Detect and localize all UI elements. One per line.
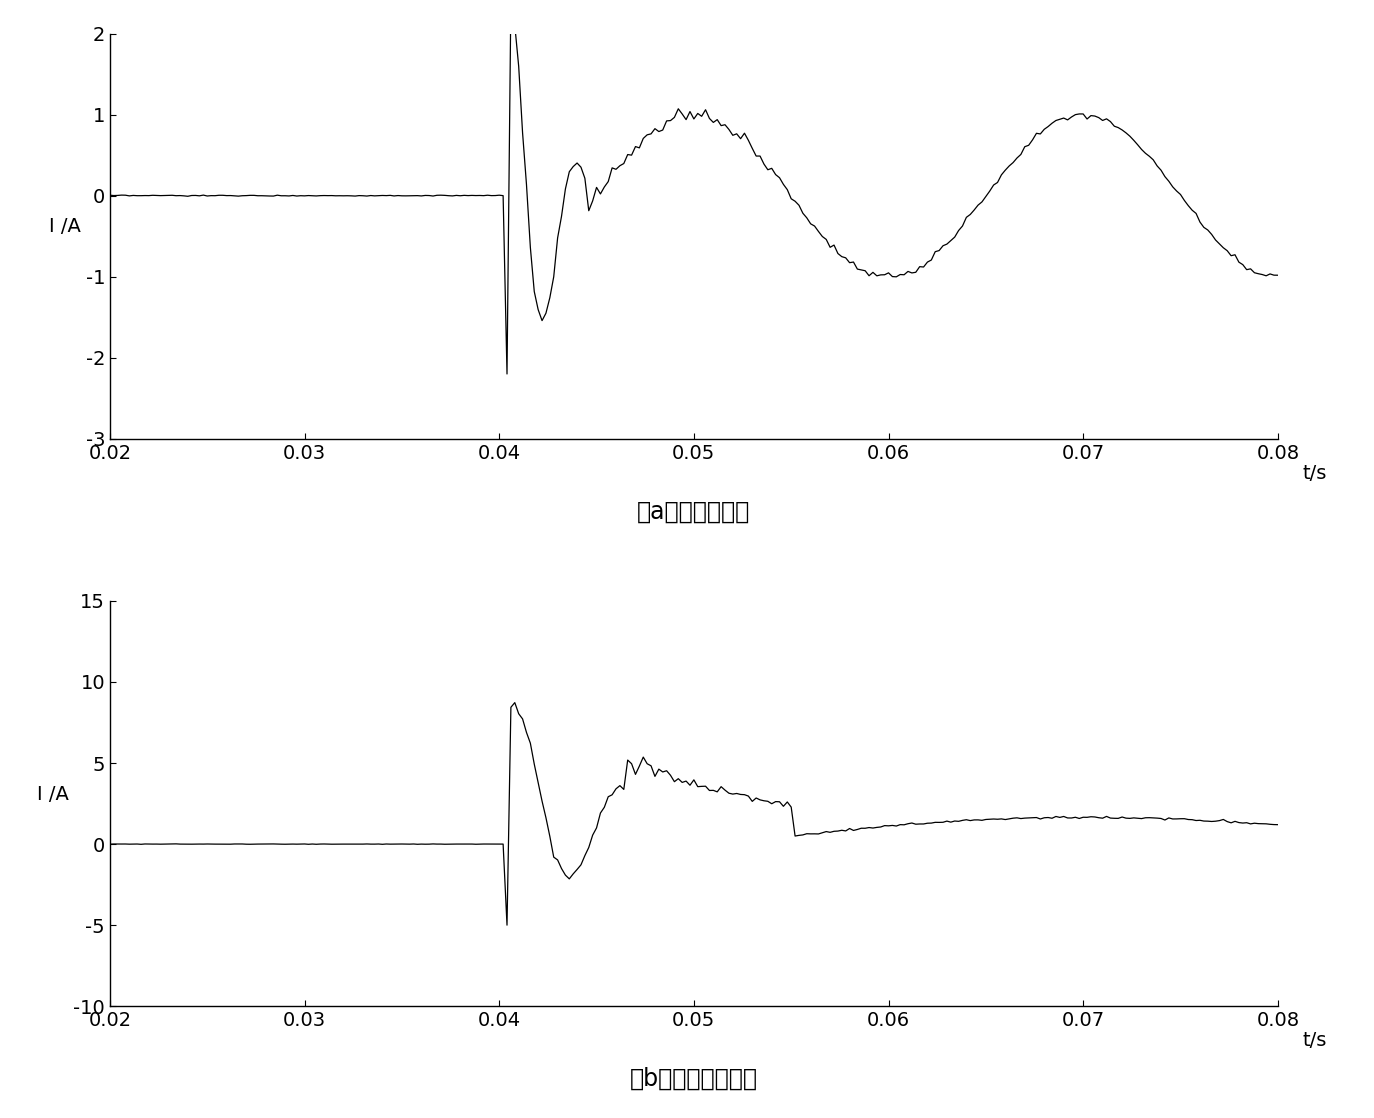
Y-axis label: I /A: I /A [37,785,69,804]
Text: （a）非故障线路: （a）非故障线路 [638,500,750,523]
Text: （b）故障线路线路: （b）故障线路线路 [629,1067,758,1091]
Y-axis label: I /A: I /A [49,217,81,236]
Text: t/s: t/s [1303,464,1327,483]
Text: t/s: t/s [1303,1031,1327,1050]
